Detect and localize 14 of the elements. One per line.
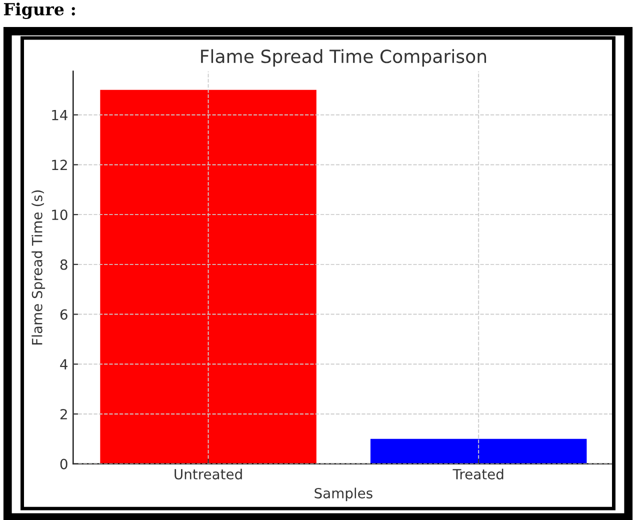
y-tick-label: 8 [60,259,68,270]
x-tick-label: Untreated [174,468,242,480]
y-axis-title: Flame Spread Time (s) [32,190,46,344]
y-tick-label: 10 [52,210,68,220]
text: Figure : [4,2,75,19]
x-axis-title: Samples [314,488,372,502]
y-tick-label: 0 [60,458,68,470]
y-tick-label: 4 [60,359,68,370]
y-tick-label: 14 [52,110,68,120]
x-tick-label: Treated [452,468,504,480]
y-tick-label: 12 [52,160,67,170]
chart-title: Flame Spread Time Comparison [201,49,486,67]
y-tick-label: 2 [60,408,67,420]
y-tick-label: 6 [60,309,68,320]
